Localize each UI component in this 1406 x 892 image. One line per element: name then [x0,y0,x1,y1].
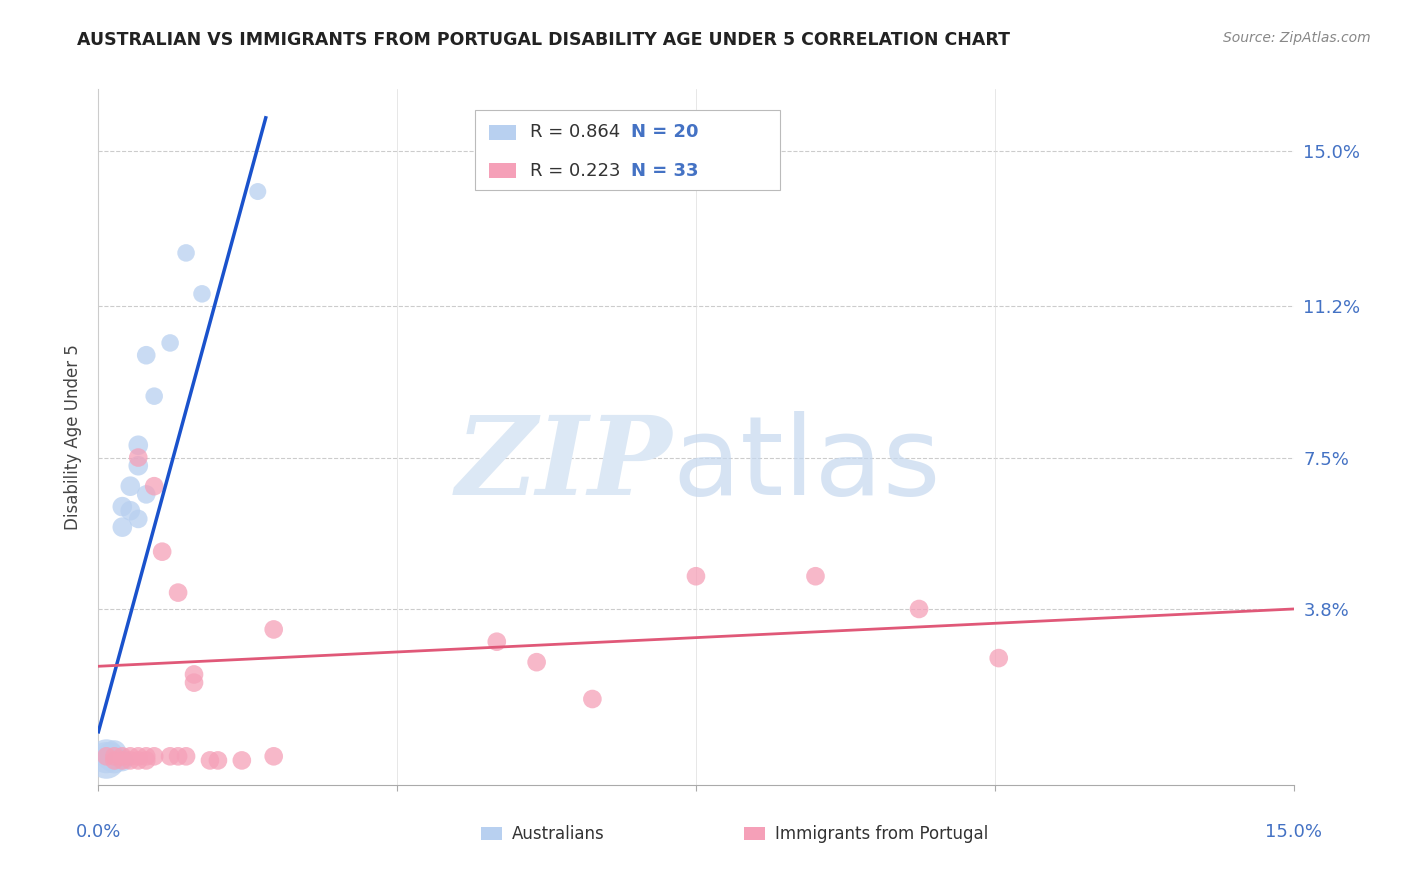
Point [96,749,118,764]
Point [135,753,157,767]
Point [103,753,125,767]
Point [120,504,142,518]
Point [127,450,149,465]
Point [111,749,134,764]
Point [96,749,118,764]
Point [103,745,125,759]
Text: N = 33: N = 33 [631,161,699,179]
Point [485,634,508,648]
Point [111,500,134,514]
Point [135,348,157,362]
Point [987,651,1010,665]
Point [174,749,197,764]
Text: atlas: atlas [672,411,941,518]
Text: R = 0.864: R = 0.864 [530,123,620,141]
Point [120,749,142,764]
Point [127,458,149,473]
Point [908,602,931,616]
FancyBboxPatch shape [489,163,516,178]
FancyBboxPatch shape [481,828,502,840]
Text: Immigrants from Portugal: Immigrants from Portugal [775,825,988,843]
Point [685,569,707,583]
Point [198,753,221,767]
Point [135,487,157,501]
Point [167,749,190,764]
Point [98,749,122,764]
Point [263,749,285,764]
Point [127,512,149,526]
Text: N = 20: N = 20 [631,123,699,141]
Text: 0.0%: 0.0% [76,823,121,841]
FancyBboxPatch shape [489,125,516,140]
Point [167,585,190,599]
Text: R = 0.223: R = 0.223 [530,161,620,179]
Point [96,753,118,767]
Point [207,753,229,767]
Point [231,753,253,767]
Point [111,753,134,767]
Text: ZIP: ZIP [456,411,672,518]
Point [103,753,125,767]
Point [159,749,181,764]
Text: Australians: Australians [512,825,605,843]
Point [135,749,157,764]
Point [143,749,166,764]
Text: Source: ZipAtlas.com: Source: ZipAtlas.com [1223,31,1371,45]
Text: 15.0%: 15.0% [1265,823,1322,841]
Point [127,438,149,452]
Point [183,675,205,690]
Point [103,749,125,764]
Point [246,185,269,199]
Point [174,246,197,260]
Point [111,753,134,767]
Point [183,667,205,681]
Point [581,692,603,706]
Point [526,655,548,669]
FancyBboxPatch shape [744,828,765,840]
Point [150,544,173,558]
Point [263,623,285,637]
Point [143,479,166,493]
FancyBboxPatch shape [475,110,780,190]
Point [159,335,181,350]
Text: AUSTRALIAN VS IMMIGRANTS FROM PORTUGAL DISABILITY AGE UNDER 5 CORRELATION CHART: AUSTRALIAN VS IMMIGRANTS FROM PORTUGAL D… [77,31,1011,49]
Point [120,753,142,767]
Point [111,520,134,534]
Point [143,389,166,403]
Point [191,286,214,301]
Point [120,479,142,493]
Point [804,569,827,583]
Point [127,749,149,764]
Y-axis label: Disability Age Under 5: Disability Age Under 5 [65,344,83,530]
Point [127,753,149,767]
